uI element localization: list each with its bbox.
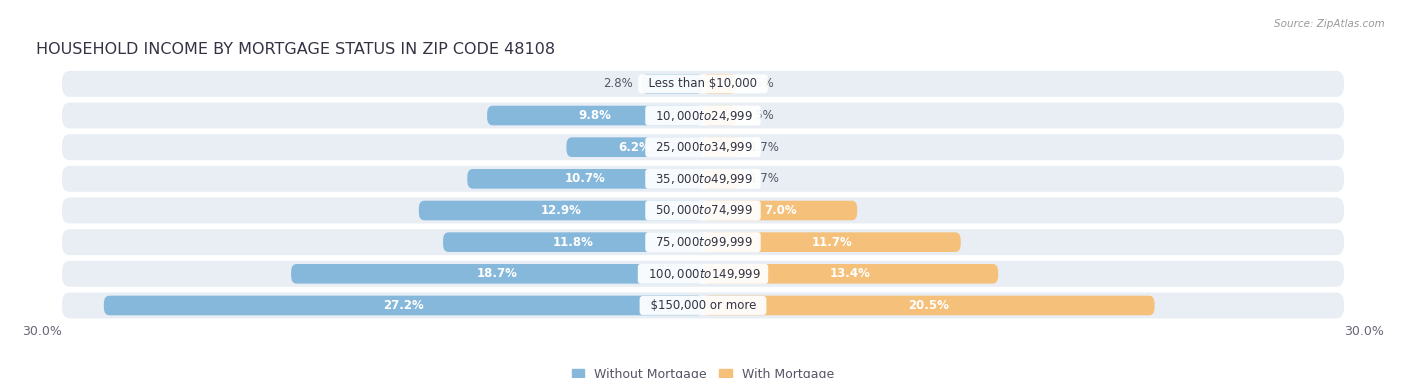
Text: $50,000 to $74,999: $50,000 to $74,999 [648,203,758,217]
Text: 11.8%: 11.8% [553,235,593,249]
Text: 1.7%: 1.7% [749,172,779,185]
Text: 11.7%: 11.7% [811,235,852,249]
Text: 27.2%: 27.2% [382,299,423,312]
FancyBboxPatch shape [62,71,1344,97]
FancyBboxPatch shape [703,201,858,220]
Text: 9.8%: 9.8% [579,109,612,122]
FancyBboxPatch shape [62,229,1344,255]
FancyBboxPatch shape [703,137,741,157]
FancyBboxPatch shape [703,264,998,284]
FancyBboxPatch shape [703,74,737,94]
Text: $25,000 to $34,999: $25,000 to $34,999 [648,140,758,154]
FancyBboxPatch shape [62,102,1344,129]
FancyBboxPatch shape [486,106,703,125]
Text: 1.5%: 1.5% [745,109,775,122]
Text: 6.2%: 6.2% [619,141,651,154]
FancyBboxPatch shape [467,169,703,189]
FancyBboxPatch shape [443,232,703,252]
FancyBboxPatch shape [703,232,960,252]
FancyBboxPatch shape [62,293,1344,318]
Text: 2.8%: 2.8% [603,77,633,90]
FancyBboxPatch shape [291,264,703,284]
Text: HOUSEHOLD INCOME BY MORTGAGE STATUS IN ZIP CODE 48108: HOUSEHOLD INCOME BY MORTGAGE STATUS IN Z… [35,42,555,57]
Text: 18.7%: 18.7% [477,267,517,280]
FancyBboxPatch shape [703,169,741,189]
Text: $100,000 to $149,999: $100,000 to $149,999 [641,267,765,281]
Text: 12.9%: 12.9% [540,204,581,217]
FancyBboxPatch shape [62,261,1344,287]
Text: $35,000 to $49,999: $35,000 to $49,999 [648,172,758,186]
Text: 1.7%: 1.7% [749,141,779,154]
Text: 10.7%: 10.7% [565,172,606,185]
Text: 7.0%: 7.0% [763,204,796,217]
FancyBboxPatch shape [703,106,737,125]
Text: 20.5%: 20.5% [908,299,949,312]
Text: $150,000 or more: $150,000 or more [643,299,763,312]
FancyBboxPatch shape [62,166,1344,192]
FancyBboxPatch shape [104,296,703,315]
Text: $75,000 to $99,999: $75,000 to $99,999 [648,235,758,249]
Legend: Without Mortgage, With Mortgage: Without Mortgage, With Mortgage [567,363,839,378]
Text: 13.4%: 13.4% [830,267,872,280]
FancyBboxPatch shape [567,137,703,157]
FancyBboxPatch shape [703,296,1154,315]
FancyBboxPatch shape [419,201,703,220]
Text: Less than $10,000: Less than $10,000 [641,77,765,90]
FancyBboxPatch shape [62,198,1344,223]
Text: $10,000 to $24,999: $10,000 to $24,999 [648,108,758,122]
Text: Source: ZipAtlas.com: Source: ZipAtlas.com [1274,19,1385,29]
Text: 1.5%: 1.5% [745,77,775,90]
FancyBboxPatch shape [62,134,1344,160]
FancyBboxPatch shape [641,74,703,94]
